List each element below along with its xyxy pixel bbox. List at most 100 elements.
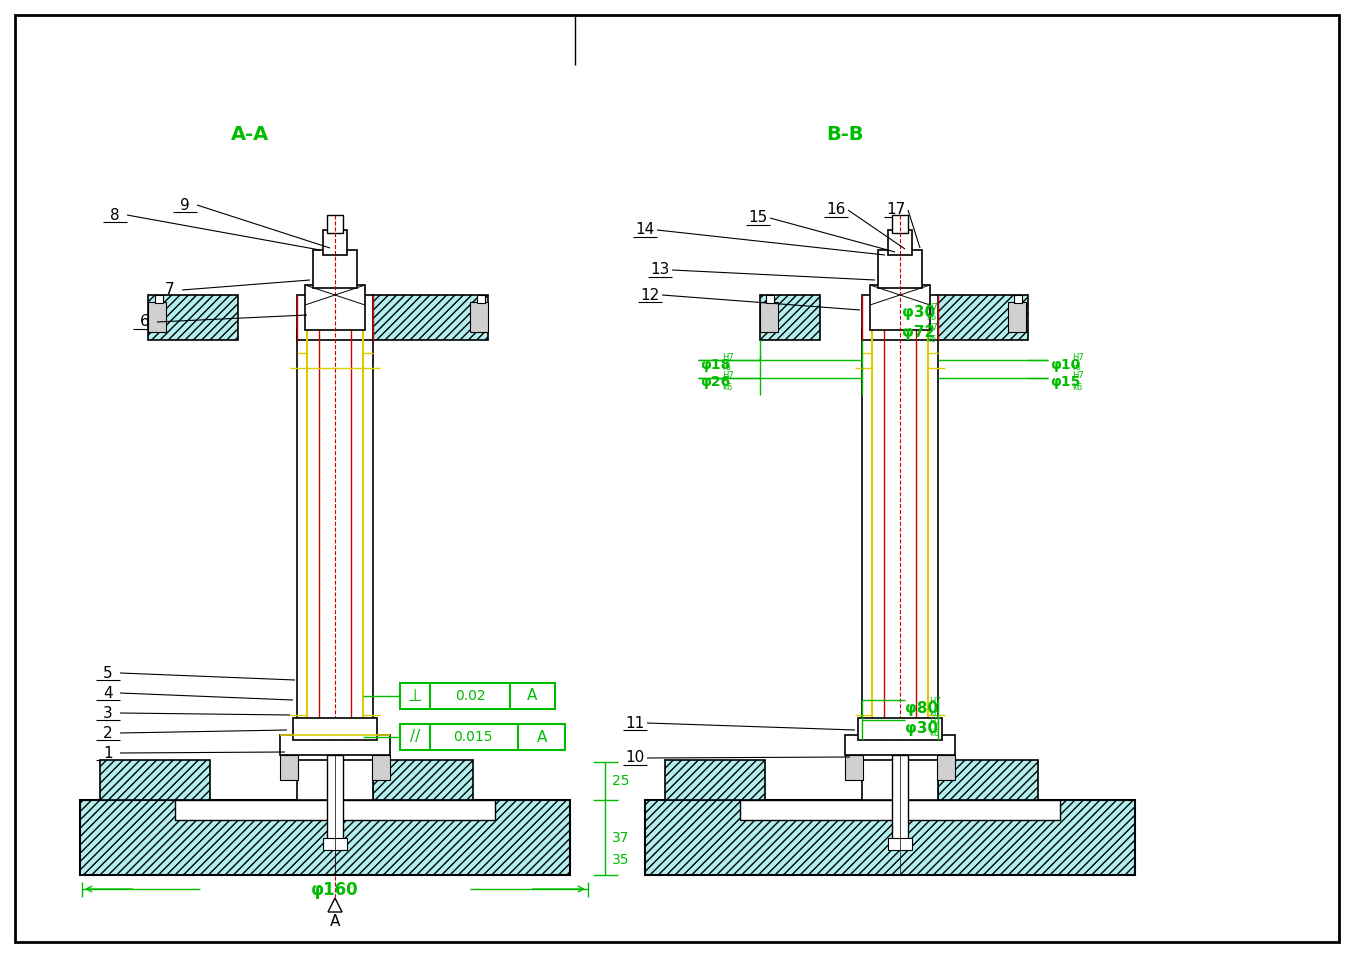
Bar bbox=[399, 724, 565, 750]
Text: r6: r6 bbox=[722, 364, 731, 372]
Bar bbox=[175, 800, 496, 820]
Bar bbox=[328, 755, 343, 845]
Bar bbox=[305, 285, 366, 330]
Bar bbox=[938, 295, 1028, 340]
Text: φ10: φ10 bbox=[1049, 358, 1080, 372]
Text: 2: 2 bbox=[103, 725, 112, 741]
Text: A: A bbox=[536, 729, 547, 745]
Text: k6: k6 bbox=[929, 728, 940, 738]
Bar bbox=[892, 755, 909, 845]
Bar bbox=[665, 760, 765, 800]
Text: φ160: φ160 bbox=[311, 881, 359, 899]
Bar bbox=[845, 735, 955, 755]
Text: 13: 13 bbox=[650, 262, 670, 278]
Text: φ72: φ72 bbox=[902, 325, 936, 341]
Text: 9: 9 bbox=[180, 197, 190, 212]
Text: φ15: φ15 bbox=[1049, 375, 1080, 389]
Bar bbox=[324, 838, 347, 850]
Bar bbox=[1014, 295, 1022, 303]
Bar bbox=[877, 250, 922, 288]
Text: B-B: B-B bbox=[826, 125, 864, 145]
Bar bbox=[313, 250, 357, 288]
Text: A: A bbox=[527, 688, 538, 703]
Bar bbox=[328, 215, 343, 233]
Text: A: A bbox=[330, 915, 340, 929]
Text: 12: 12 bbox=[640, 287, 659, 302]
Text: 11: 11 bbox=[626, 716, 645, 730]
Text: 35: 35 bbox=[612, 853, 630, 867]
Bar bbox=[297, 328, 372, 740]
Text: k6: k6 bbox=[929, 708, 940, 718]
Bar bbox=[645, 800, 1135, 875]
Text: 14: 14 bbox=[635, 222, 654, 237]
Bar bbox=[858, 718, 942, 740]
Bar bbox=[760, 295, 821, 340]
Text: 15: 15 bbox=[749, 211, 768, 226]
Text: 17: 17 bbox=[887, 203, 906, 217]
Text: 4: 4 bbox=[103, 685, 112, 701]
Text: 5: 5 bbox=[103, 665, 112, 680]
Bar bbox=[372, 760, 473, 800]
Text: k6: k6 bbox=[1072, 383, 1082, 391]
Text: 10: 10 bbox=[626, 750, 645, 766]
Bar bbox=[888, 230, 913, 255]
Text: k6: k6 bbox=[926, 314, 936, 323]
Text: //: // bbox=[410, 729, 420, 745]
Bar bbox=[324, 230, 347, 255]
Bar bbox=[470, 302, 487, 332]
Text: H7: H7 bbox=[929, 718, 941, 726]
Bar bbox=[399, 683, 555, 709]
Bar bbox=[1007, 302, 1026, 332]
Text: φ30: φ30 bbox=[904, 721, 938, 736]
Text: 25: 25 bbox=[612, 774, 630, 788]
Text: φ18: φ18 bbox=[700, 358, 730, 372]
Bar bbox=[862, 295, 938, 340]
Polygon shape bbox=[328, 898, 343, 912]
Text: k6: k6 bbox=[722, 383, 733, 391]
Bar bbox=[148, 302, 167, 332]
Text: H7: H7 bbox=[926, 323, 938, 332]
Bar bbox=[766, 295, 774, 303]
Bar bbox=[154, 295, 162, 303]
Bar bbox=[760, 302, 779, 332]
Bar bbox=[741, 800, 1060, 820]
Text: 0.015: 0.015 bbox=[454, 730, 493, 744]
Text: H7: H7 bbox=[722, 353, 734, 363]
Bar bbox=[292, 718, 376, 740]
Bar bbox=[280, 755, 298, 780]
Text: φ80: φ80 bbox=[904, 701, 938, 716]
Text: 8: 8 bbox=[110, 208, 119, 222]
Bar bbox=[937, 755, 955, 780]
Bar bbox=[297, 295, 372, 340]
Bar bbox=[477, 295, 485, 303]
Text: φ30: φ30 bbox=[902, 304, 936, 320]
Bar bbox=[280, 735, 390, 755]
Text: φ26: φ26 bbox=[700, 375, 730, 389]
Text: 16: 16 bbox=[826, 203, 846, 217]
Text: 6: 6 bbox=[139, 315, 150, 329]
Text: A-A: A-A bbox=[232, 125, 269, 145]
Bar bbox=[372, 755, 390, 780]
Text: 37: 37 bbox=[612, 831, 630, 845]
Bar bbox=[871, 285, 930, 330]
Bar bbox=[938, 760, 1039, 800]
Bar bbox=[892, 215, 909, 233]
Bar bbox=[845, 755, 862, 780]
Text: H7: H7 bbox=[1072, 353, 1083, 363]
Bar bbox=[862, 328, 938, 740]
Text: H7: H7 bbox=[722, 371, 734, 381]
Text: H7: H7 bbox=[1072, 371, 1083, 381]
Bar bbox=[372, 295, 487, 340]
Text: k6: k6 bbox=[926, 335, 936, 344]
Text: 3: 3 bbox=[103, 705, 112, 721]
Text: r6: r6 bbox=[1072, 364, 1080, 372]
Bar bbox=[888, 838, 913, 850]
Bar bbox=[100, 760, 210, 800]
Text: 0.02: 0.02 bbox=[455, 689, 485, 703]
Bar bbox=[148, 295, 238, 340]
Bar bbox=[80, 800, 570, 875]
Bar bbox=[297, 760, 372, 800]
Text: H7: H7 bbox=[929, 698, 941, 706]
Text: 7: 7 bbox=[165, 282, 175, 298]
Text: 1: 1 bbox=[103, 746, 112, 761]
